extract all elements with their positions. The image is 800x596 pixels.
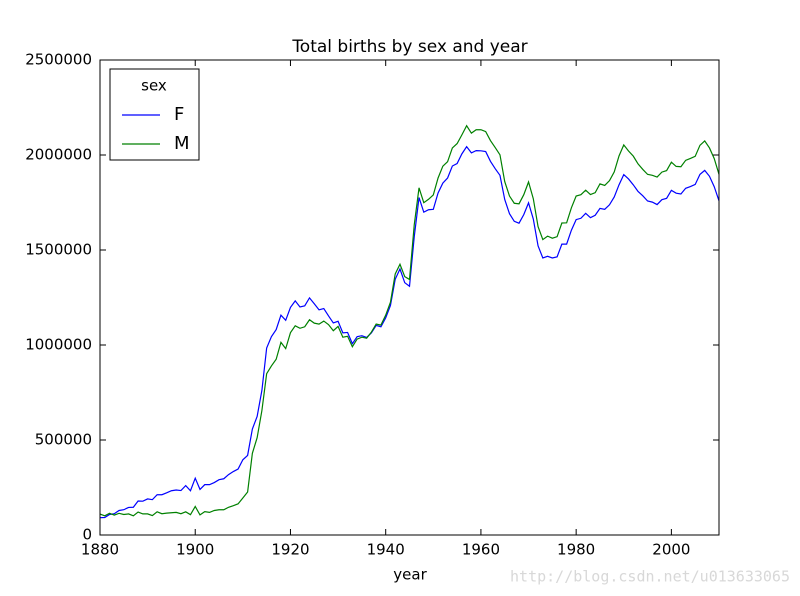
y-tick-label: 1000000 — [25, 336, 92, 354]
legend-label: F — [174, 104, 184, 125]
x-tick-label: 1960 — [462, 541, 500, 559]
series-line — [99, 124, 720, 517]
y-tick-label: 2500000 — [25, 51, 92, 69]
legend-title: sex — [141, 77, 167, 95]
plot-frame — [99, 59, 720, 536]
x-tick-label: 1880 — [81, 541, 119, 559]
y-tick-label: 1500000 — [25, 241, 92, 259]
x-axis-label: year — [393, 566, 427, 584]
y-tick-label: 2000000 — [25, 146, 92, 164]
x-tick-label: 1980 — [557, 541, 595, 559]
y-tick-label: 500000 — [35, 431, 92, 449]
x-tick-label: 1920 — [271, 541, 309, 559]
series-line — [99, 145, 720, 519]
watermark: http://blog.csdn.net/u013633065 — [510, 568, 790, 586]
legend-label: M — [174, 133, 190, 154]
x-tick-label: 1900 — [176, 541, 214, 559]
y-tick-label: 0 — [82, 526, 92, 544]
x-tick-label: 2000 — [652, 541, 690, 559]
chart-title: Total births by sex and year — [291, 37, 527, 57]
x-tick-label: 1940 — [367, 541, 405, 559]
